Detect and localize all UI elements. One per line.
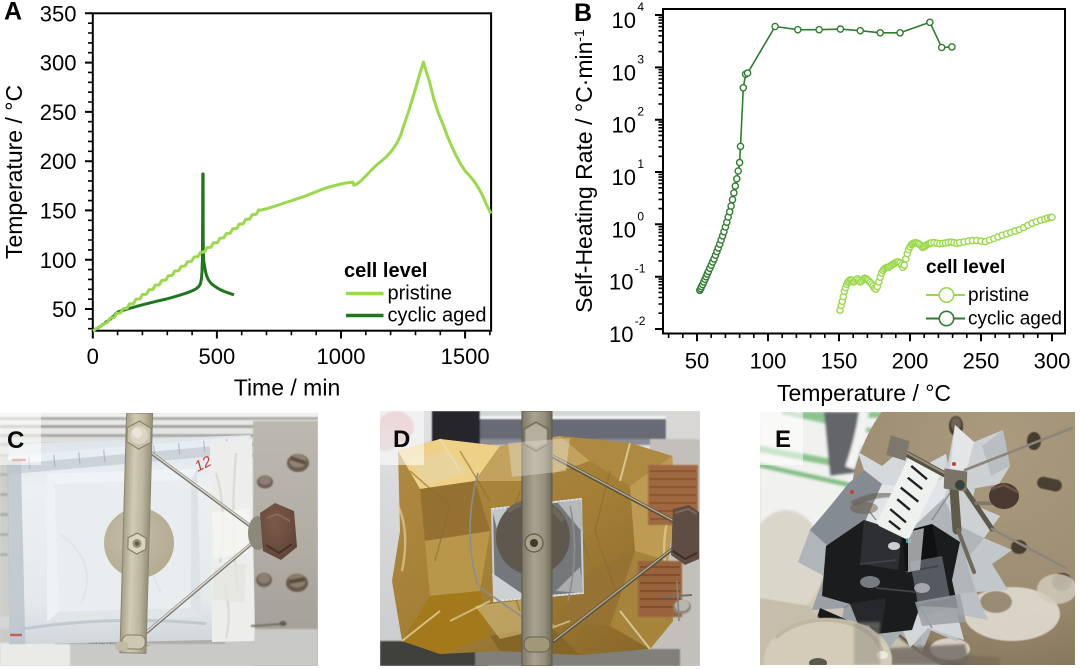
svg-text:-2: -2 [635, 314, 646, 328]
svg-text:100: 100 [40, 248, 77, 273]
svg-text:cyclic aged: cyclic aged [968, 309, 1062, 330]
svg-text:cell level: cell level [344, 260, 427, 282]
svg-text:10: 10 [609, 270, 633, 295]
svg-text:Time / min: Time / min [234, 375, 341, 401]
svg-text:Temperature / °C: Temperature / °C [1, 85, 27, 259]
svg-text:1500: 1500 [441, 344, 490, 369]
svg-text:50: 50 [52, 297, 76, 322]
svg-text:Temperature / °C: Temperature / °C [777, 380, 951, 406]
svg-text:D: D [393, 426, 410, 453]
svg-text:2: 2 [637, 105, 644, 119]
svg-text:A: A [4, 0, 22, 26]
svg-text:E: E [775, 426, 791, 453]
svg-text:0: 0 [87, 344, 99, 369]
svg-text:10: 10 [609, 322, 633, 347]
svg-text:10: 10 [612, 113, 636, 138]
svg-text:200: 200 [40, 149, 77, 174]
svg-text:0: 0 [637, 209, 644, 223]
svg-text:pristine: pristine [968, 285, 1029, 306]
svg-text:Self-Heating Rate / °C·min-1: Self-Heating Rate / °C·min-1 [571, 29, 597, 313]
svg-text:100: 100 [750, 349, 787, 374]
svg-text:50: 50 [685, 349, 709, 374]
svg-text:1000: 1000 [317, 344, 366, 369]
svg-text:300: 300 [1034, 349, 1071, 374]
svg-text:cyclic aged: cyclic aged [388, 305, 487, 327]
svg-text:3: 3 [637, 52, 644, 66]
svg-text:350: 350 [40, 1, 77, 26]
svg-text:200: 200 [892, 349, 929, 374]
svg-text:300: 300 [40, 51, 77, 76]
svg-text:250: 250 [963, 349, 1000, 374]
svg-text:B: B [574, 0, 592, 27]
svg-text:cell level: cell level [926, 257, 1005, 278]
svg-text:10: 10 [612, 165, 636, 190]
svg-text:10: 10 [612, 8, 636, 33]
svg-text:4: 4 [637, 0, 644, 14]
svg-text:pristine: pristine [388, 283, 452, 305]
svg-text:C: C [7, 427, 24, 454]
svg-text:150: 150 [821, 349, 858, 374]
svg-text:10: 10 [612, 217, 636, 242]
svg-text:1: 1 [637, 157, 644, 171]
svg-text:150: 150 [40, 199, 77, 224]
svg-text:12: 12 [192, 453, 215, 476]
svg-text:500: 500 [199, 344, 236, 369]
svg-text:-1: -1 [635, 262, 646, 276]
svg-text:10: 10 [612, 60, 636, 85]
svg-text:250: 250 [40, 100, 77, 125]
